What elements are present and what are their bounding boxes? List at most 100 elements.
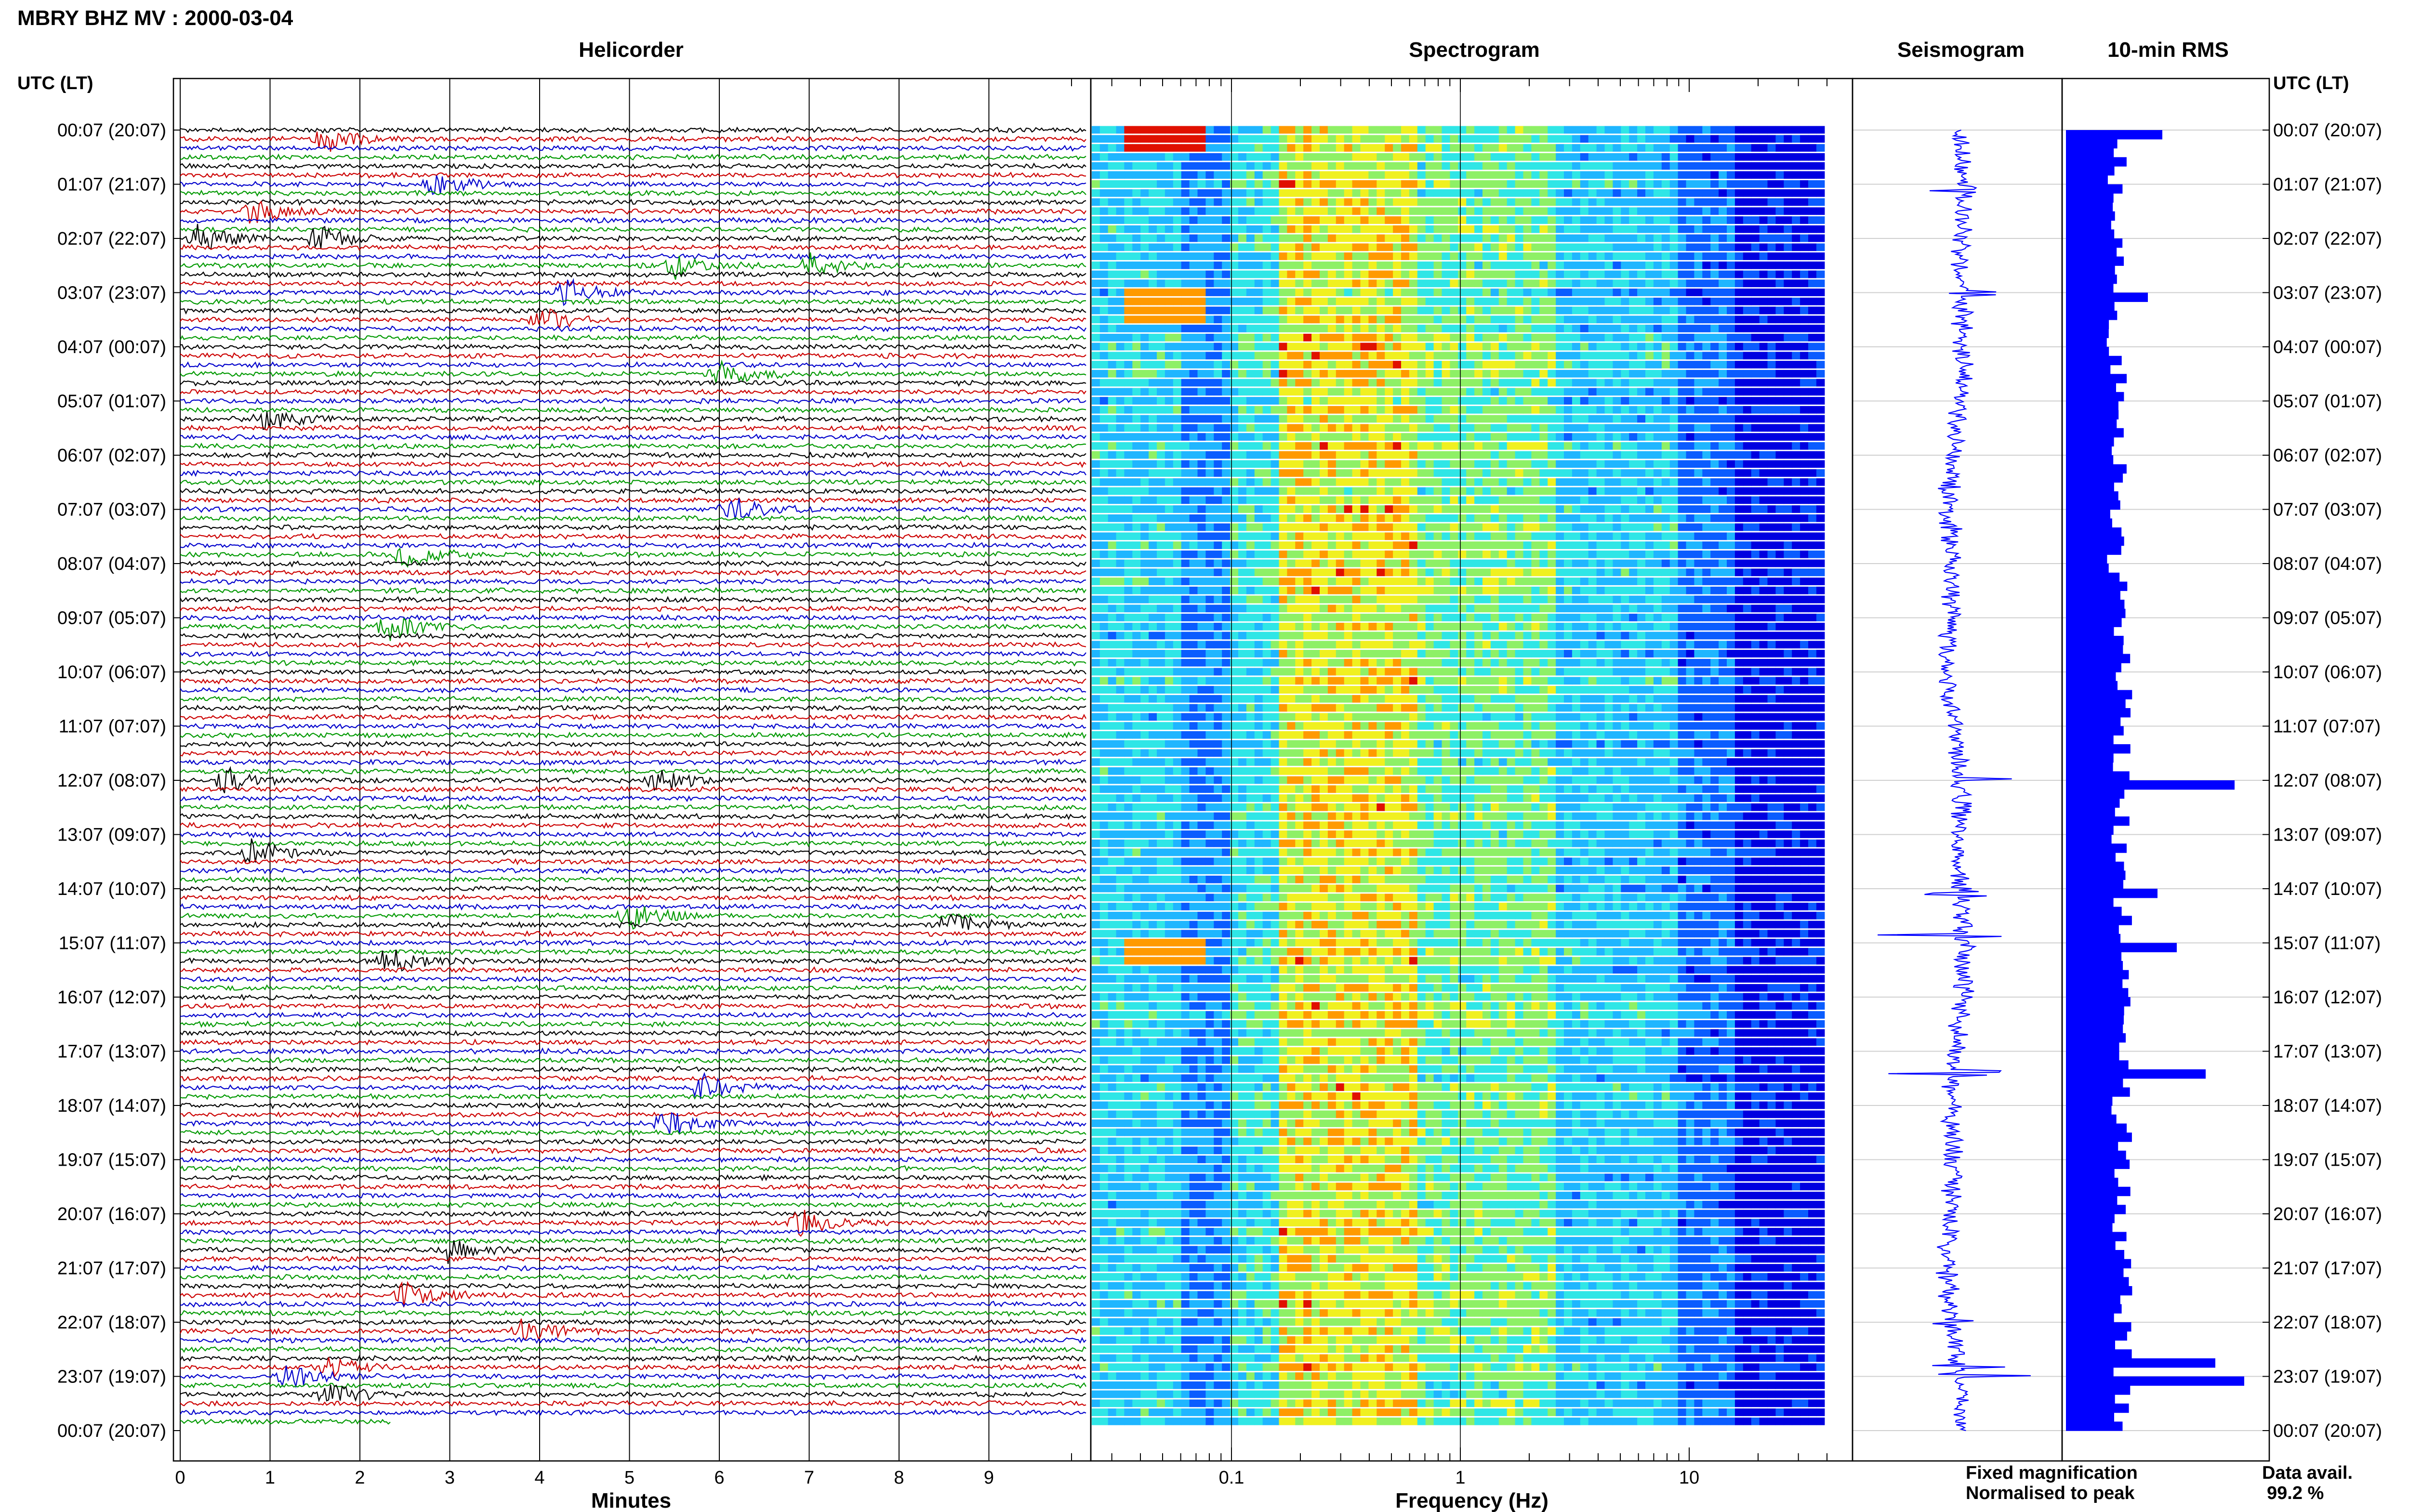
spectrogram-cell	[1645, 289, 1654, 296]
spectrogram-cell	[1450, 289, 1458, 296]
spectrogram-cell	[1800, 306, 1809, 315]
spectrogram-cell	[1702, 550, 1711, 558]
spectrogram-cell	[1767, 261, 1776, 269]
spectrogram-cell	[1189, 415, 1198, 423]
spectrogram-cell	[1653, 433, 1662, 441]
spectrogram-cell	[1352, 216, 1361, 224]
spectrogram-cell	[1759, 316, 1768, 324]
spectrogram-cell	[1417, 126, 1426, 134]
spectrogram-cell	[1629, 325, 1638, 332]
spectrogram-cell	[1287, 514, 1296, 522]
spectrogram-cell	[1792, 207, 1800, 215]
spectrogram-cell	[1189, 559, 1198, 567]
spectrogram-cell	[1336, 162, 1345, 170]
spectrogram-cell	[1702, 243, 1711, 251]
spectrogram-cell	[1734, 550, 1744, 558]
spectrogram-cell	[1344, 433, 1353, 441]
spectrogram-cell	[1377, 478, 1385, 486]
spectrogram-cell	[1181, 397, 1190, 405]
spectrogram-cell	[1360, 578, 1369, 585]
spectrogram-cell	[1515, 225, 1524, 233]
spectrogram-cell	[1629, 297, 1638, 305]
spectrogram-cell	[1564, 406, 1573, 414]
spectrogram-cell	[1360, 153, 1369, 161]
spectrogram-cell	[1596, 279, 1605, 288]
spectrogram-cell	[1262, 442, 1271, 450]
spectrogram-cell	[1727, 252, 1735, 260]
spectrogram-cell	[1344, 550, 1353, 558]
spectrogram-cell	[1262, 568, 1271, 577]
spectrogram-cell	[1303, 297, 1312, 305]
spectrogram-cell	[1099, 144, 1109, 152]
spectrogram-cell	[1368, 406, 1377, 414]
spectrogram-cell	[1515, 144, 1524, 152]
spectrogram-cell	[1352, 568, 1361, 577]
spectrogram-cell	[1653, 198, 1662, 206]
spectrogram-cell	[1531, 189, 1540, 197]
spectrogram-cell	[1734, 442, 1744, 450]
spectrogram-cell	[1621, 595, 1629, 604]
spectrogram-cell	[1580, 496, 1589, 504]
spectrogram-cell	[1629, 379, 1638, 387]
spectrogram-cell	[1262, 153, 1271, 161]
spectrogram-cell	[1751, 325, 1760, 332]
spectrogram-cell	[1588, 189, 1597, 197]
spectrogram-cell	[1719, 586, 1727, 594]
spectrogram-cell	[1393, 316, 1402, 324]
spectrogram-cell	[1572, 171, 1581, 179]
spectrogram-cell	[1409, 216, 1418, 224]
spectrogram-cell	[1588, 207, 1597, 215]
spectrogram-cell	[1222, 289, 1231, 296]
spectrogram-cell	[1653, 550, 1662, 558]
spectrogram-cell	[1279, 198, 1287, 206]
spectrogram-cell	[1727, 424, 1735, 432]
spectrogram-cell	[1580, 460, 1589, 468]
spectrogram-cell	[1099, 135, 1109, 143]
spectrogram-cell	[1320, 559, 1328, 567]
spectrogram-cell	[1108, 333, 1117, 342]
spectrogram-cell	[1311, 361, 1320, 368]
spectrogram-cell	[1320, 126, 1328, 134]
spectrogram-cell	[1531, 514, 1540, 522]
spectrogram-cell	[1580, 342, 1589, 351]
spectrogram-cell	[1157, 189, 1165, 197]
spectrogram-cell	[1767, 415, 1776, 423]
spectrogram-cell	[1613, 171, 1621, 179]
spectrogram-cell	[1311, 487, 1320, 495]
spectrogram-cell	[1751, 406, 1760, 414]
spectrogram-cell	[1124, 469, 1133, 477]
spectrogram-cell	[1759, 261, 1768, 269]
spectrogram-cell	[1580, 261, 1589, 269]
spectrogram-cell	[1222, 171, 1231, 179]
spectrogram-cell	[1165, 433, 1174, 441]
helicorder-trace	[180, 1110, 1086, 1118]
spectrogram-cell	[1401, 216, 1410, 224]
spectrogram-cell	[1629, 568, 1638, 577]
spectrogram-cell	[1149, 451, 1157, 459]
spectrogram-cell	[1205, 225, 1214, 233]
spectrogram-cell	[1116, 144, 1125, 152]
spectrogram-cell	[1759, 523, 1768, 531]
spectrogram-cell	[1417, 243, 1426, 251]
spectrogram-cell	[1743, 126, 1752, 134]
spectrogram-cell	[1767, 505, 1776, 513]
spectrogram-cell	[1784, 469, 1792, 477]
spectrogram-cell	[1556, 523, 1564, 531]
spectrogram-cell	[1523, 424, 1532, 432]
spectrogram-cell	[1808, 333, 1817, 342]
helicorder-trace	[180, 686, 1086, 694]
spectrogram-cell	[1124, 487, 1133, 495]
spectrogram-cell	[1734, 523, 1744, 531]
spectrogram-cell	[1205, 234, 1214, 242]
spectrogram-cell	[1287, 523, 1296, 531]
spectrogram-cell	[1580, 578, 1589, 585]
spectrogram-cell	[1214, 415, 1222, 423]
spectrogram-cell	[1629, 586, 1638, 594]
spectrogram-cell	[1734, 325, 1744, 332]
spectrogram-cell	[1157, 496, 1165, 504]
spectrogram-cell	[1531, 568, 1540, 577]
spectrogram-cell	[1165, 306, 1174, 315]
spectrogram-cell	[1767, 234, 1776, 242]
spectrogram-cell	[1800, 325, 1809, 332]
spectrogram-cell	[1254, 207, 1263, 215]
